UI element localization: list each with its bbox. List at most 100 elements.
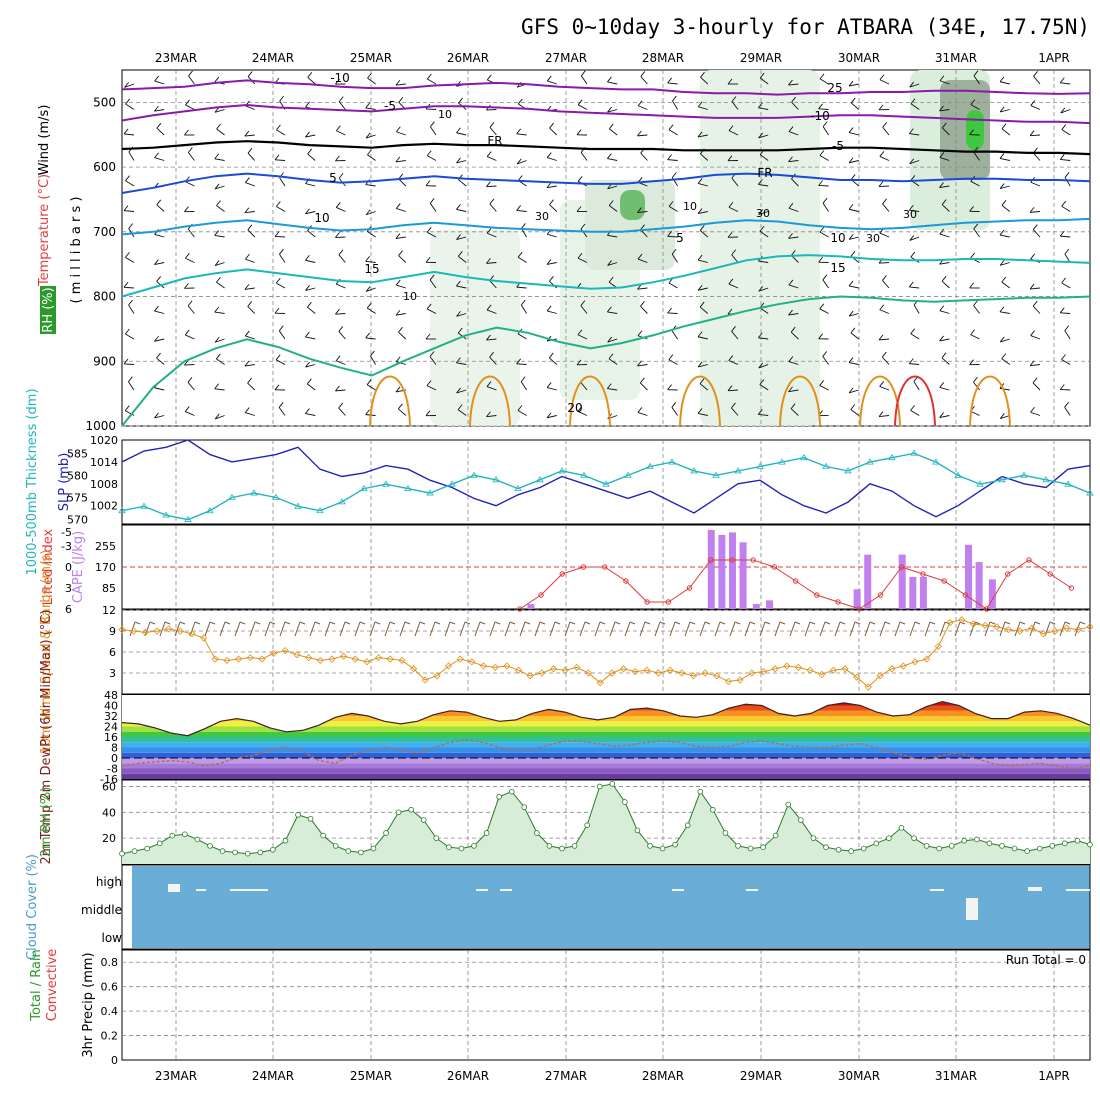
- wind-barb-flag: [577, 252, 583, 259]
- wind-barb: [307, 76, 316, 85]
- wind-barb-flag: [667, 231, 672, 237]
- rh-point: [735, 843, 741, 849]
- wind10-point: [503, 662, 511, 670]
- cape-tick-label: 170: [95, 561, 116, 574]
- precip-panel: 00.20.40.60.8 23MAR 24MAR 25MAR 26MAR 27MAR 2…: [29, 949, 1091, 1083]
- wind-barb-flag: [154, 305, 159, 312]
- wind-barb: [1029, 211, 1041, 213]
- wind-barb: [640, 76, 648, 85]
- cloud-panel: high middle low Cloud Cover (%): [25, 854, 1091, 960]
- rh-point: [999, 843, 1005, 849]
- wind10-barb: [879, 621, 886, 637]
- wind-barb: [909, 83, 920, 88]
- wind-barb-flag: [818, 180, 823, 186]
- top-date-labels: 23MAR 24MAR 25MAR 26MAR 27MAR 28MAR 29MAR 30MAR…: [155, 51, 1070, 65]
- wind-barb: [516, 133, 527, 136]
- bottom-date-label: 24MAR: [252, 1069, 294, 1083]
- wind10-barb-flag: [554, 621, 561, 625]
- isotherm-15: [121, 254, 1091, 298]
- wind10-barb-flag: [854, 621, 861, 625]
- wind-barb-flag: [184, 252, 190, 259]
- wind10-point: [433, 672, 441, 680]
- temp-band: [122, 763, 1090, 769]
- wind-barb: [486, 309, 497, 314]
- wind10-barb: [714, 621, 721, 637]
- rh-patch: [966, 110, 984, 150]
- rh-point: [1011, 845, 1018, 852]
- wind-barb: [939, 156, 950, 161]
- wind10-barb: [834, 621, 841, 637]
- temp2m-tick-label: 16: [104, 731, 118, 744]
- precip-axis-label: 3hr Precip (mm): [81, 952, 96, 1057]
- wind-barb-flag: [608, 353, 614, 360]
- wind-barb-flag: [486, 181, 491, 187]
- rh-point: [1087, 841, 1093, 848]
- wind-barb: [882, 203, 890, 212]
- top-date-label: 23MAR: [155, 51, 197, 65]
- pressure-ticks: 500 600 700 800 900 1000: [85, 95, 116, 433]
- wind-barb: [1030, 105, 1041, 110]
- cape-bar: [707, 529, 715, 609]
- wind-barb-flag: [879, 151, 885, 157]
- wind-barb-flag: [395, 203, 401, 209]
- wind10-point: [911, 658, 919, 666]
- wind-barb-flag: [123, 282, 129, 288]
- wind-barb-flag: [727, 385, 733, 391]
- wind-barb: [607, 158, 618, 161]
- thickness-point: [514, 484, 522, 492]
- wind10-point: [561, 666, 569, 674]
- slp-frame: [121, 439, 1091, 525]
- wind-barb: [758, 287, 769, 292]
- wind-barb-flag: [1064, 248, 1070, 255]
- rh-shading: [430, 70, 990, 426]
- wind10-barb-flag: [674, 621, 681, 625]
- rh-point: [672, 841, 678, 848]
- wind10-barb: [999, 621, 1006, 637]
- wind-barb: [973, 75, 980, 85]
- thickness-point: [690, 467, 698, 474]
- wind10-point: [165, 625, 173, 633]
- thickness-tick-label: 580: [67, 469, 88, 482]
- cape-tick-label: 255: [95, 540, 116, 553]
- wind-barb-flag: [123, 128, 129, 135]
- rh-point: [684, 822, 691, 829]
- wind-barb-flag: [728, 201, 734, 208]
- wind-barb-flag: [305, 361, 310, 368]
- wind-barb: [426, 385, 437, 391]
- lifted-index-path: [519, 559, 1072, 610]
- wind-barb: [822, 356, 829, 365]
- wind10-barb-flag: [869, 621, 876, 625]
- temp2m-tick-label: 8: [111, 742, 118, 755]
- wind-barb: [128, 304, 135, 314]
- wind-barb: [580, 152, 588, 161]
- wind-barb: [580, 305, 588, 314]
- wind-barb-flag: [275, 277, 281, 284]
- wind-barb-flag: [335, 125, 341, 132]
- wind-barb-flag: [848, 280, 854, 287]
- rh2m-tick-label: 20: [102, 832, 116, 845]
- wind10-point: [958, 616, 966, 624]
- total-rain-axis-label: Total / Rain: [29, 949, 44, 1022]
- wind10-barb-flag: [359, 621, 366, 625]
- rh-contour-label: 30: [866, 232, 880, 245]
- wind-barb-flag: [1059, 307, 1065, 314]
- wind-barb-flag: [910, 328, 916, 334]
- wind10-barb-flag: [614, 621, 621, 625]
- lifted-index-line: [517, 557, 1075, 612]
- wind10-panel: 3 6 9 12 10m Wind Speed & Barbs (m/s): [39, 550, 1094, 754]
- wind-barb-flag: [1064, 401, 1069, 408]
- wind-barb-flag: [699, 378, 705, 384]
- wind-barb: [247, 306, 256, 314]
- wind10-barb-flag: [794, 621, 801, 625]
- rh-point: [722, 830, 729, 836]
- rh-point: [1049, 843, 1056, 849]
- wind10-barb-flag: [149, 621, 156, 625]
- rh-point: [420, 817, 427, 823]
- slp-grid: [175, 440, 1055, 524]
- wind-barb: [913, 304, 920, 314]
- rh-point: [345, 848, 352, 854]
- wind-barb: [520, 381, 527, 391]
- wind10-barb-flag: [779, 621, 786, 625]
- cloud-level-high: high: [96, 875, 122, 889]
- wind-barb-flag: [184, 329, 190, 336]
